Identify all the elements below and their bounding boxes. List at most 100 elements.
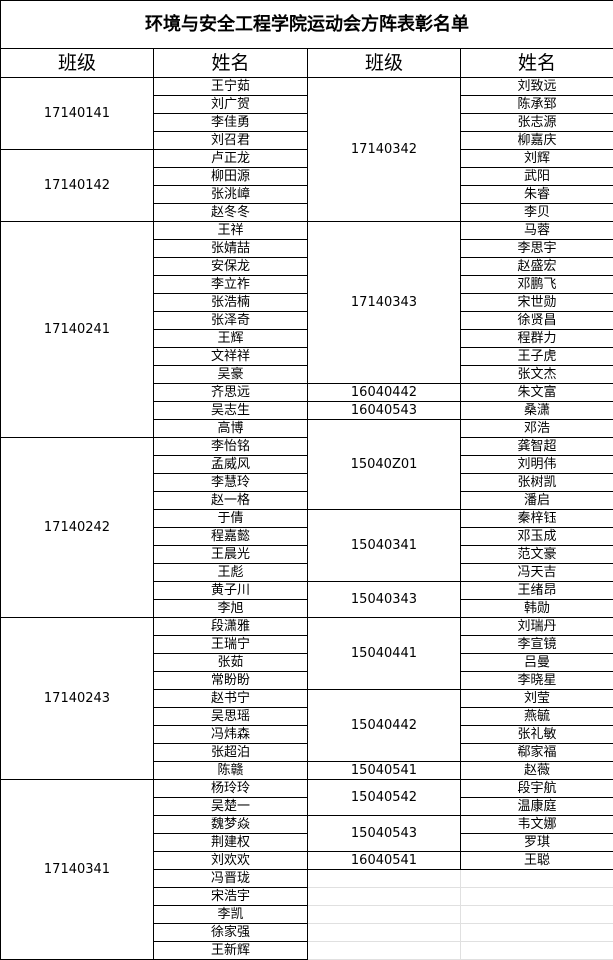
name-cell: 邓玉成	[460, 527, 613, 546]
header: 姓名	[153, 48, 308, 78]
name-cell: 杨玲玲	[153, 779, 308, 798]
name-cell: 冯炜森	[153, 725, 308, 744]
name-cell: 刘辉	[460, 149, 613, 168]
class-cell: 16040541	[307, 851, 461, 870]
name-cell: 段宇航	[460, 779, 613, 798]
name-cell: 柳嘉庆	[460, 131, 613, 150]
name-cell: 范文豪	[460, 545, 613, 564]
class-cell: 17140141	[0, 77, 154, 150]
header-row: 班级 姓名 班级 姓名	[0, 48, 613, 78]
empty-cell	[460, 923, 613, 942]
data-row: 陈赣 15040541 赵薇	[1, 761, 613, 780]
name-cell: 赵书宁	[153, 689, 308, 708]
empty-cell	[460, 869, 613, 888]
name-cell: 王绪昂	[460, 581, 613, 600]
name-cell: 王祥	[153, 221, 308, 240]
name-cell: 吴志生	[153, 401, 308, 420]
name-cell: 张婧喆	[153, 239, 308, 258]
data-row: 李慧玲 张树凯	[1, 473, 613, 492]
header: 班级	[0, 48, 154, 78]
name-cell: 黄子川	[153, 581, 308, 600]
name-cell: 陈承郅	[460, 95, 613, 114]
title-row: 环境与安全工程学院运动会方阵表彰名单	[0, 0, 613, 49]
data-row: 吴志生 16040543 桑潇	[1, 401, 613, 420]
empty-cell	[460, 941, 613, 960]
empty-cell	[460, 887, 613, 906]
name-cell: 温康庭	[460, 797, 613, 816]
class-cell: 16040543	[307, 401, 461, 420]
data-row: 17140341 杨玲玲 15040542 段宇航	[0, 779, 613, 960]
name-cell: 韩勋	[460, 599, 613, 618]
name-cell: 武阳	[460, 167, 613, 186]
name-cell: 罗琪	[460, 833, 613, 852]
name-cell: 吕曼	[460, 653, 613, 672]
name-cell: 刘广贺	[153, 95, 308, 114]
data-row: 17140242 李怡铭 龚智超	[0, 437, 613, 618]
data-row: 王晨光 范文豪	[1, 545, 613, 564]
name-cell: 徐家强	[153, 923, 308, 942]
name-cell: 陈赣	[153, 761, 308, 780]
name-cell: 冯天吉	[460, 563, 613, 582]
data-row: 17140241 王祥 17140343 马蓉	[0, 221, 613, 438]
name-cell: 李旭	[153, 599, 308, 618]
name-cell: 齐思远	[153, 383, 308, 402]
header: 姓名	[460, 48, 613, 78]
name-cell: 王彪	[153, 563, 308, 582]
data-row: 张洮嶂 朱睿	[1, 185, 613, 204]
name-cell: 吴豪	[153, 365, 308, 384]
name-cell: 孟威风	[153, 455, 308, 474]
name-cell: 张浩楠	[153, 293, 308, 312]
name-cell: 李贝	[460, 203, 613, 222]
name-cell: 刘莹	[460, 689, 613, 708]
name-cell: 冯晋珑	[153, 869, 308, 888]
name-cell: 郗家福	[460, 743, 613, 762]
class-cell: 17140242	[0, 437, 154, 618]
data-row: 王彪 冯天吉	[1, 563, 613, 582]
class-cell: 17140241	[0, 221, 154, 438]
name-cell: 朱睿	[460, 185, 613, 204]
name-cell: 荆建权	[153, 833, 308, 852]
name-cell: 吴思瑶	[153, 707, 308, 726]
data-row: 张浩楠 宋世勋	[1, 293, 613, 312]
name-cell: 张茹	[153, 653, 308, 672]
name-cell: 张树凯	[460, 473, 613, 492]
name-cell: 刘明伟	[460, 455, 613, 474]
data-row: 常盼盼 李晓星	[1, 671, 613, 690]
name-cell: 张超泊	[153, 743, 308, 762]
name-cell: 宋浩宇	[153, 887, 308, 906]
data-row: 文祥祥 王子虎	[1, 347, 613, 366]
name-cell: 张泽奇	[153, 311, 308, 330]
name-cell: 刘瑞丹	[460, 617, 613, 636]
name-cell: 李慧玲	[153, 473, 308, 492]
name-cell: 张文杰	[460, 365, 613, 384]
name-cell: 刘致远	[460, 77, 613, 96]
class-cell: 17140343	[307, 221, 461, 384]
name-cell: 王晨光	[153, 545, 308, 564]
name-cell: 于倩	[153, 509, 308, 528]
data-row: 高博 15040Z01 邓浩	[1, 419, 613, 510]
name-cell: 龚智超	[460, 437, 613, 456]
name-cell: 邓浩	[460, 419, 613, 438]
class-cell: 15040541	[307, 761, 461, 780]
class-cell: 17140342	[307, 77, 461, 222]
class-cell: 15040Z01	[307, 419, 461, 510]
name-cell: 徐贤昌	[460, 311, 613, 330]
empty-cell	[307, 869, 461, 888]
name-cell: 魏梦焱	[153, 815, 308, 834]
name-cell: 马蓉	[460, 221, 613, 240]
name-cell: 段潇雅	[153, 617, 308, 636]
name-cell: 卢正龙	[153, 149, 308, 168]
name-cell: 赵薇	[460, 761, 613, 780]
name-cell: 张洮嶂	[153, 185, 308, 204]
data-row: 孟威风 刘明伟	[1, 455, 613, 474]
class-cell: 15040441	[307, 617, 461, 690]
name-cell: 安保龙	[153, 257, 308, 276]
data-row: 安保龙 赵盛宏	[1, 257, 613, 276]
name-cell: 王聪	[460, 851, 613, 870]
name-cell: 潘启	[460, 491, 613, 510]
name-cell: 王辉	[153, 329, 308, 348]
empty-cell	[307, 941, 461, 960]
